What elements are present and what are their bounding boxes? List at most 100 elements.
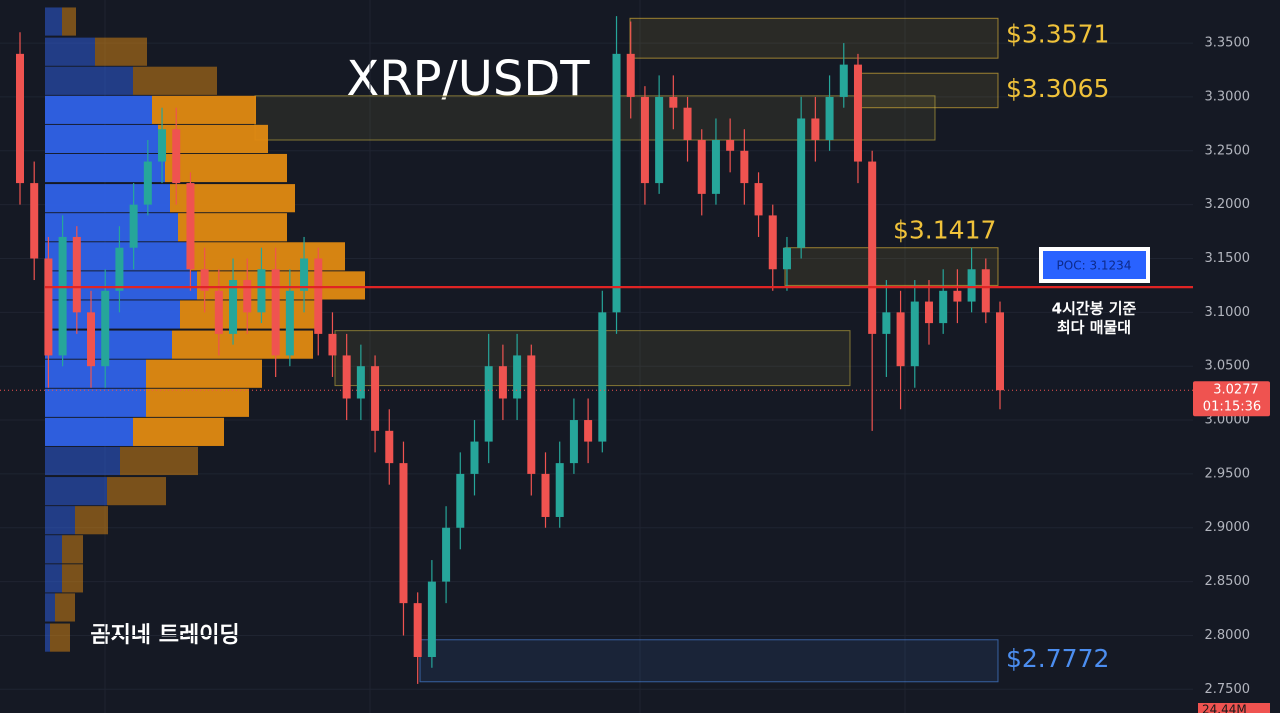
candle-body <box>569 420 578 464</box>
profile-buy-bar <box>45 535 62 564</box>
candle-body <box>470 441 479 474</box>
candle-body <box>584 420 593 442</box>
price-tag-value: 3.0277 <box>1213 383 1259 398</box>
profile-sell-bar <box>75 506 108 535</box>
price-zone <box>854 72 999 109</box>
candle-body <box>996 312 1004 391</box>
candle-body <box>555 463 564 517</box>
candle-body <box>271 269 280 356</box>
y-tick-label: 2.8000 <box>1205 628 1251 643</box>
price-zone <box>419 639 999 683</box>
candle-body <box>484 366 493 442</box>
y-tick-label: 2.9500 <box>1205 466 1251 481</box>
candle-body <box>882 312 891 334</box>
candle-body <box>683 107 692 141</box>
profile-sell-bar <box>165 153 287 183</box>
y-tick-label: 3.2500 <box>1205 143 1251 158</box>
profile-buy-bar <box>45 66 133 95</box>
poc-label: POC: 3.1234 <box>1057 259 1132 273</box>
profile-sell-bar <box>120 446 198 476</box>
candle-body <box>314 258 323 334</box>
candle-body <box>768 215 777 270</box>
candle-body <box>16 53 24 184</box>
y-tick-label: 3.1000 <box>1205 305 1251 320</box>
profile-buy-bar <box>45 446 120 476</box>
candle-body <box>158 129 167 162</box>
candle-body <box>541 473 550 517</box>
y-tick-label: 3.3500 <box>1205 36 1251 51</box>
candle-body <box>598 312 607 442</box>
profile-buy-bar <box>45 37 95 66</box>
candle-body <box>811 118 820 141</box>
candle-body <box>371 366 380 431</box>
y-tick-label: 3.0500 <box>1205 359 1251 374</box>
candle-body <box>868 161 877 334</box>
candle-body <box>44 258 53 356</box>
candle-body <box>910 301 919 367</box>
chart-title: XRP/USDT <box>346 51 590 107</box>
candle-body <box>115 247 124 291</box>
profile-sell-bar <box>152 95 256 124</box>
candle-body <box>669 96 678 108</box>
candle-body <box>101 290 110 367</box>
candle-body <box>143 161 152 205</box>
candle-body <box>300 258 309 291</box>
candle-body <box>72 236 81 313</box>
y-tick-label: 2.7500 <box>1205 682 1251 697</box>
candle-body <box>356 366 365 399</box>
annotation: 4시간봉 기준 <box>1052 300 1137 318</box>
profile-sell-bar <box>62 7 76 36</box>
profile-sell-bar <box>178 213 287 242</box>
candle-body <box>413 603 422 657</box>
price-zone <box>784 247 999 286</box>
profile-sell-bar <box>62 535 83 564</box>
profile-buy-bar <box>45 95 152 124</box>
profile-sell-bar <box>50 623 70 652</box>
candle-body <box>711 140 720 194</box>
candle-body <box>172 129 181 184</box>
price-tag-countdown: 01:15:36 <box>1203 400 1261 415</box>
candle-body <box>967 269 976 302</box>
candle-body <box>527 355 536 474</box>
candle-body <box>285 290 294 356</box>
volume-tag-label: 24.44M <box>1202 703 1247 713</box>
poc-box <box>1043 251 1146 279</box>
candle-body <box>825 96 834 141</box>
price-zone <box>629 17 999 59</box>
profile-buy-bar <box>45 359 146 388</box>
y-tick-label: 2.9000 <box>1205 520 1251 535</box>
candle-body <box>640 96 649 184</box>
zone-label: $3.3571 <box>1006 19 1109 48</box>
price-tag <box>1193 381 1270 417</box>
candle-body <box>427 581 436 657</box>
candle-body <box>740 150 749 184</box>
profile-buy-bar <box>45 300 180 329</box>
candle-body <box>399 463 408 604</box>
profile-buy-bar <box>45 388 146 417</box>
profile-sell-bar <box>146 359 262 388</box>
candle-body <box>981 269 990 313</box>
candle-body <box>30 183 39 259</box>
y-tick-label: 3.2000 <box>1205 197 1251 212</box>
candle-body <box>655 96 664 184</box>
profile-buy-bar <box>45 417 133 446</box>
profile-buy-bar <box>45 506 75 535</box>
candle-body <box>853 64 862 162</box>
candle-body <box>797 118 806 248</box>
annotation: 최다 매물대 <box>1057 319 1131 337</box>
candle-body <box>243 280 252 313</box>
profile-sell-bar <box>133 66 217 95</box>
price-zone <box>254 95 936 141</box>
profile-sell-bar <box>146 388 249 417</box>
y-tick-label: 3.3000 <box>1205 89 1251 104</box>
y-tick-label: 2.8500 <box>1205 574 1251 589</box>
profile-buy-bar <box>45 593 55 622</box>
profile-sell-bar <box>107 477 166 506</box>
candle-body <box>342 355 351 399</box>
candle-body <box>58 236 67 356</box>
candle-body <box>939 290 948 324</box>
zone-label: $3.3065 <box>1006 74 1109 103</box>
volume-tag <box>1198 703 1270 713</box>
